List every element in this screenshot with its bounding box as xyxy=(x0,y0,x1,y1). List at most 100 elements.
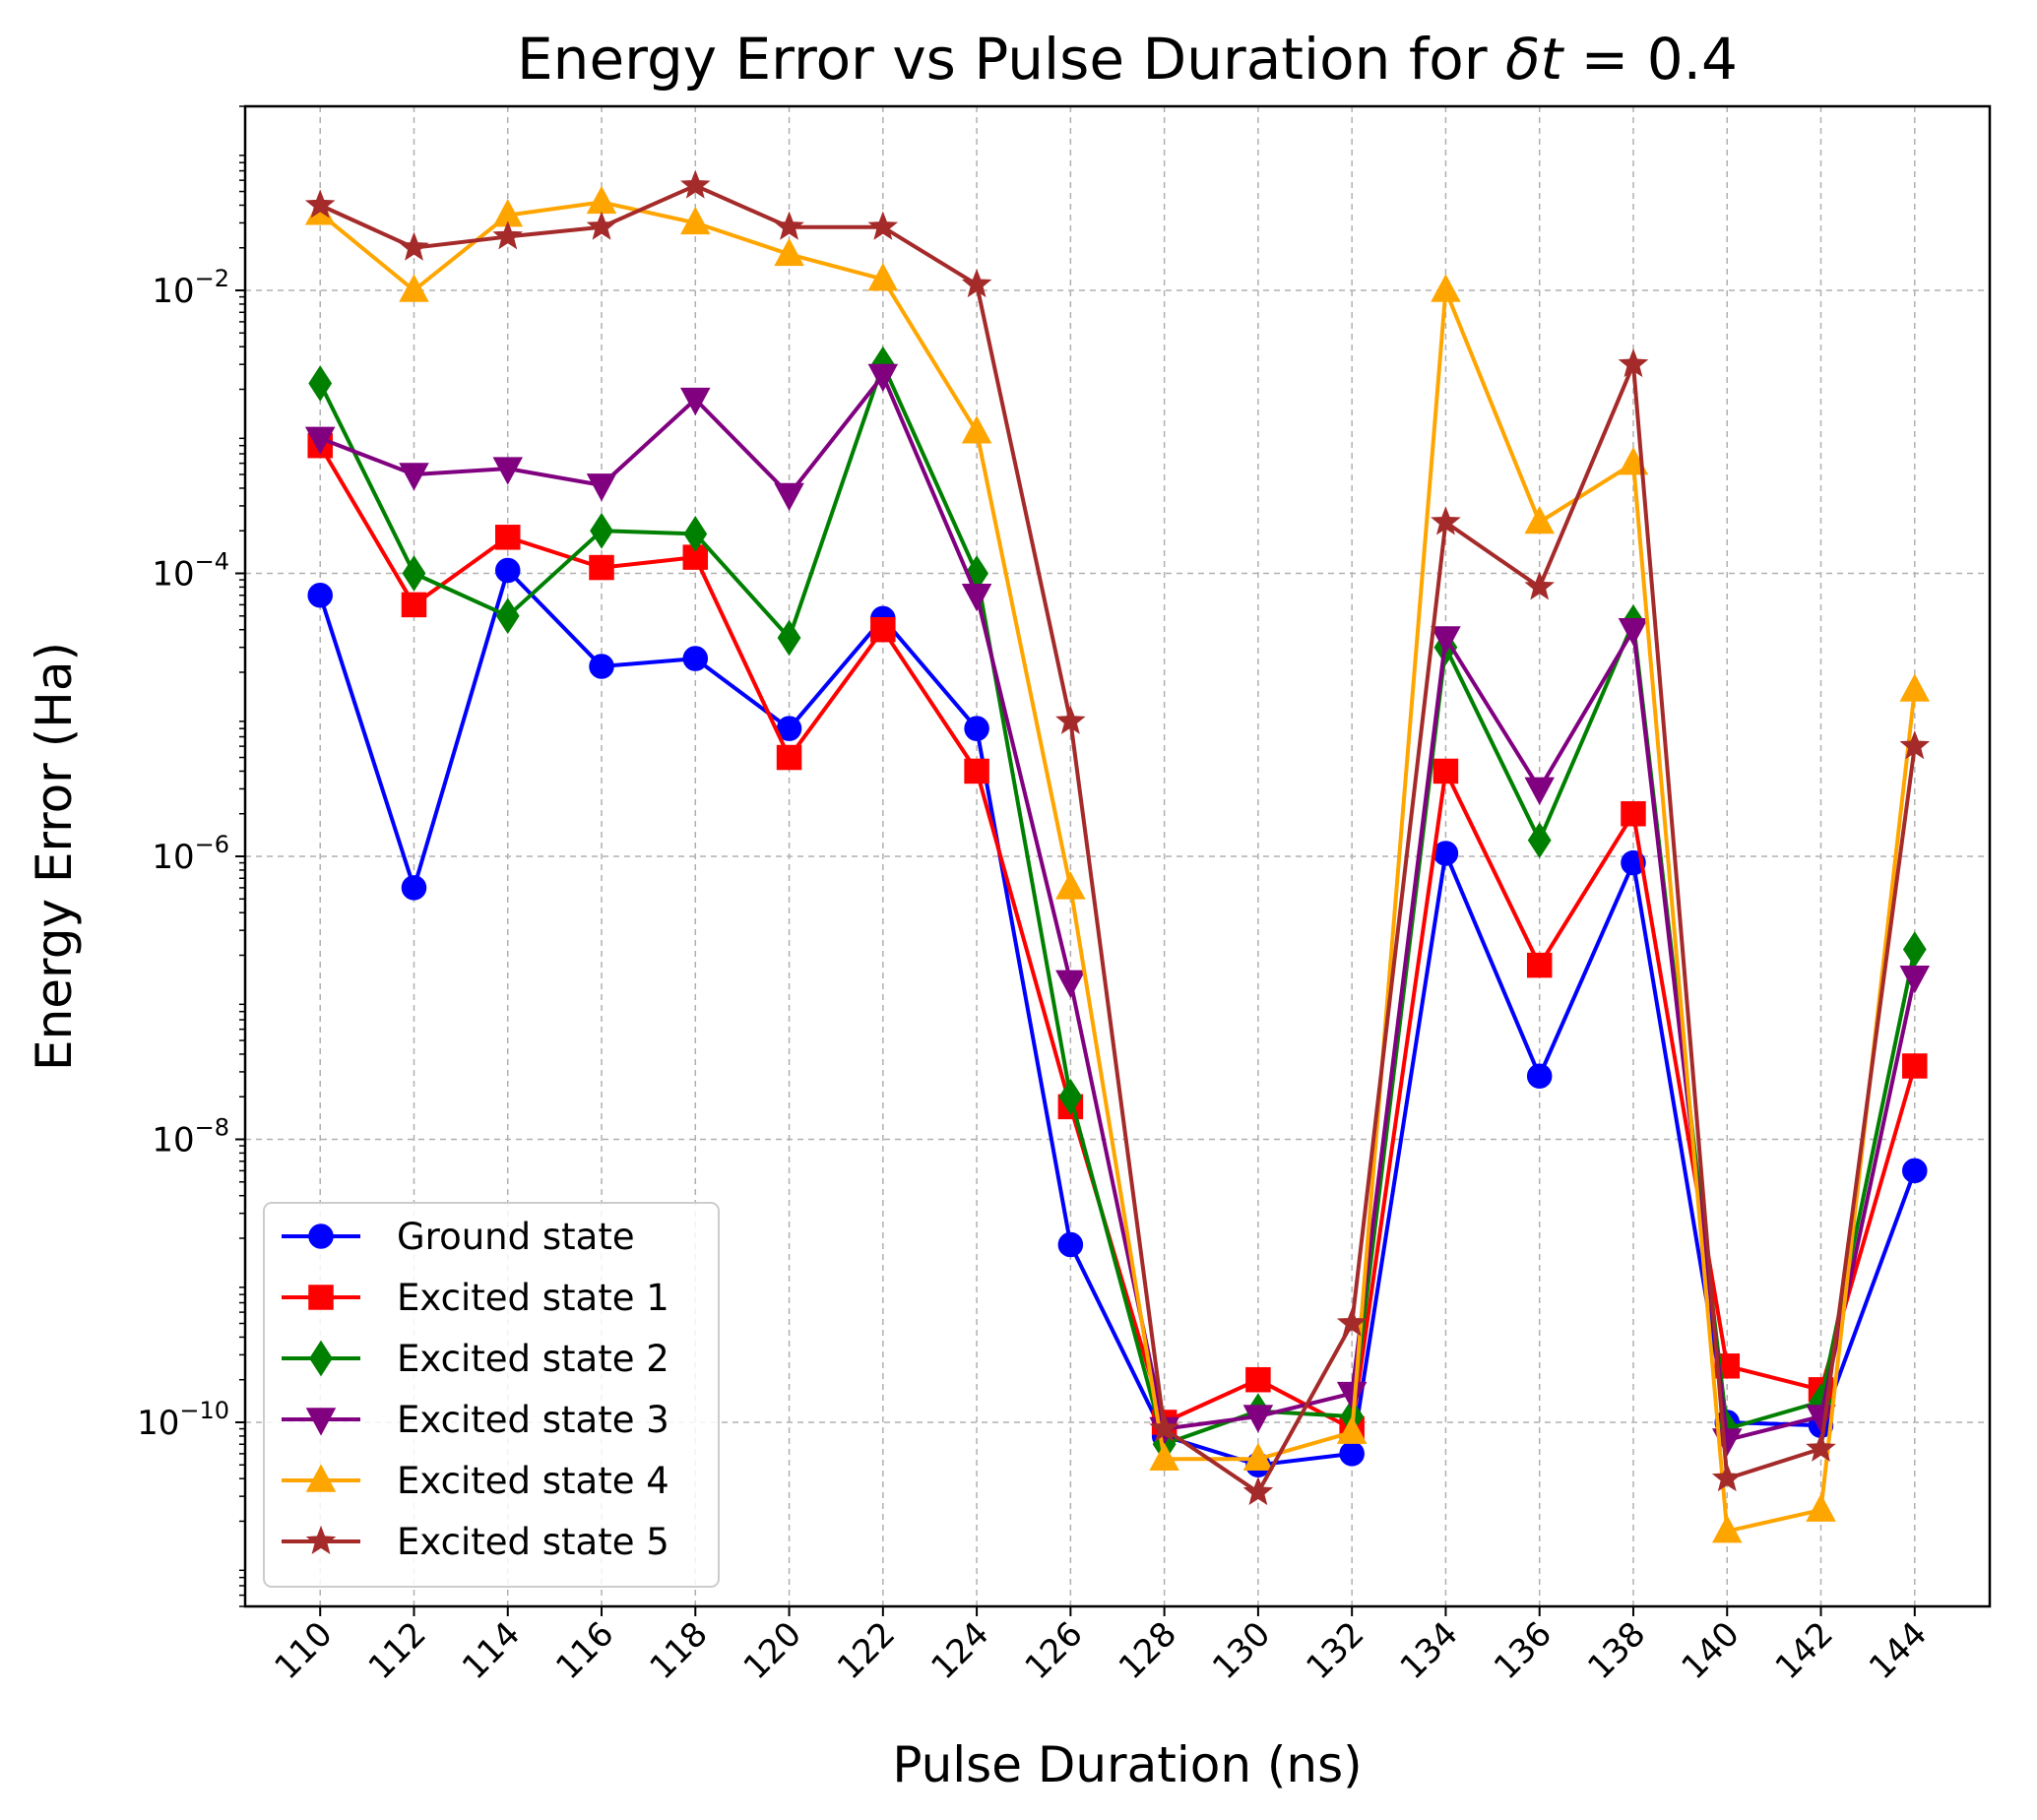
data-point xyxy=(1245,1366,1271,1393)
legend-label: Excited state 2 xyxy=(397,1338,669,1380)
data-point xyxy=(1806,1405,1836,1433)
data-point xyxy=(682,646,709,671)
data-point xyxy=(1432,841,1459,866)
data-point xyxy=(399,231,429,261)
legend-entry: Excited state 2 xyxy=(282,1338,669,1380)
data-point xyxy=(401,592,427,618)
data-point xyxy=(1055,871,1086,900)
data-point xyxy=(399,274,429,302)
data-point xyxy=(1242,1442,1274,1472)
data-point xyxy=(1242,1475,1274,1506)
data-point xyxy=(495,525,521,550)
data-point xyxy=(961,269,992,298)
legend-label: Ground state xyxy=(397,1216,635,1258)
data-point xyxy=(964,716,989,741)
data-point xyxy=(402,555,426,592)
legend-marker xyxy=(308,1285,334,1310)
legend-label: Excited state 4 xyxy=(397,1460,669,1502)
series-line xyxy=(319,373,1917,1442)
data-point xyxy=(1242,1405,1274,1433)
data-point xyxy=(1621,800,1646,827)
data-point xyxy=(401,875,427,901)
data-point xyxy=(1524,571,1555,600)
y-tick-label: 10−4 xyxy=(152,548,229,595)
data-point xyxy=(308,365,333,402)
series-excited-state-4 xyxy=(304,185,1931,1543)
data-point xyxy=(867,263,899,291)
data-point xyxy=(399,463,429,491)
data-point xyxy=(1431,626,1461,655)
y-tick-label: 10−8 xyxy=(152,1113,229,1160)
legend-label: Excited state 3 xyxy=(397,1399,669,1441)
legend-label: Excited state 5 xyxy=(397,1521,669,1563)
data-point xyxy=(1339,1441,1365,1467)
legend-entry: Excited state 1 xyxy=(282,1277,669,1319)
y-tick-label: 10−6 xyxy=(152,831,229,877)
data-point xyxy=(774,482,804,512)
legend-entry: Excited state 3 xyxy=(282,1399,669,1441)
data-point xyxy=(1711,1515,1743,1543)
data-point xyxy=(961,415,992,444)
legend-marker xyxy=(305,1525,337,1554)
data-point xyxy=(1899,729,1931,760)
data-point xyxy=(1711,1463,1743,1492)
legend-marker xyxy=(309,1340,333,1377)
data-point xyxy=(774,211,804,240)
data-point xyxy=(680,387,711,416)
series-line xyxy=(319,183,1917,1495)
data-point xyxy=(870,616,896,643)
data-point xyxy=(776,744,802,771)
data-point xyxy=(1524,505,1555,534)
data-point xyxy=(1431,506,1461,535)
data-point xyxy=(1806,1432,1836,1462)
legend-marker xyxy=(305,1408,337,1436)
legend: Ground state Excited state 1 Excited state… xyxy=(263,1202,720,1588)
data-point xyxy=(307,583,333,608)
legend-marker xyxy=(308,1224,334,1249)
data-point xyxy=(1432,758,1459,784)
y-tick-label: 10−10 xyxy=(137,1397,229,1443)
legend-marker xyxy=(305,1464,337,1492)
data-point xyxy=(589,654,614,679)
data-point xyxy=(589,554,614,581)
data-point xyxy=(1055,705,1086,734)
data-point xyxy=(586,211,617,240)
data-point xyxy=(774,237,804,267)
data-point xyxy=(586,473,617,502)
data-point xyxy=(1902,1158,1928,1184)
legend-entry: Ground state xyxy=(282,1216,635,1258)
data-point xyxy=(1336,1307,1368,1337)
legend-label: Excited state 1 xyxy=(397,1277,669,1319)
series-line xyxy=(318,200,1917,1534)
data-point xyxy=(1057,1231,1084,1258)
data-point xyxy=(495,557,521,584)
data-point xyxy=(1524,777,1555,805)
plot-frame xyxy=(243,104,1992,1608)
data-point xyxy=(964,758,989,784)
chart-title: Energy Error vs Pulse Duration for δt = … xyxy=(517,26,1738,93)
data-point xyxy=(492,457,524,485)
data-point xyxy=(1336,1415,1368,1444)
y-tick-label: 10−2 xyxy=(152,265,229,311)
data-point xyxy=(1431,274,1461,302)
data-point xyxy=(680,206,711,235)
data-point xyxy=(867,211,899,240)
data-point xyxy=(1149,1412,1179,1442)
legend-box xyxy=(263,1202,720,1588)
data-point xyxy=(1526,1063,1553,1089)
data-point xyxy=(777,619,801,657)
x-axis-label: Pulse Duration (ns) xyxy=(892,1736,1362,1793)
data-point xyxy=(1618,617,1649,647)
data-point xyxy=(1527,822,1552,859)
data-point xyxy=(1149,1442,1179,1472)
data-point xyxy=(1058,1078,1083,1115)
legend-entry: Excited state 4 xyxy=(282,1460,669,1502)
data-point xyxy=(1526,952,1553,978)
data-point xyxy=(1618,348,1649,378)
data-point xyxy=(683,516,708,552)
series-excited-state-5 xyxy=(304,169,1931,1506)
data-point xyxy=(1336,1381,1368,1411)
data-point xyxy=(492,220,524,250)
